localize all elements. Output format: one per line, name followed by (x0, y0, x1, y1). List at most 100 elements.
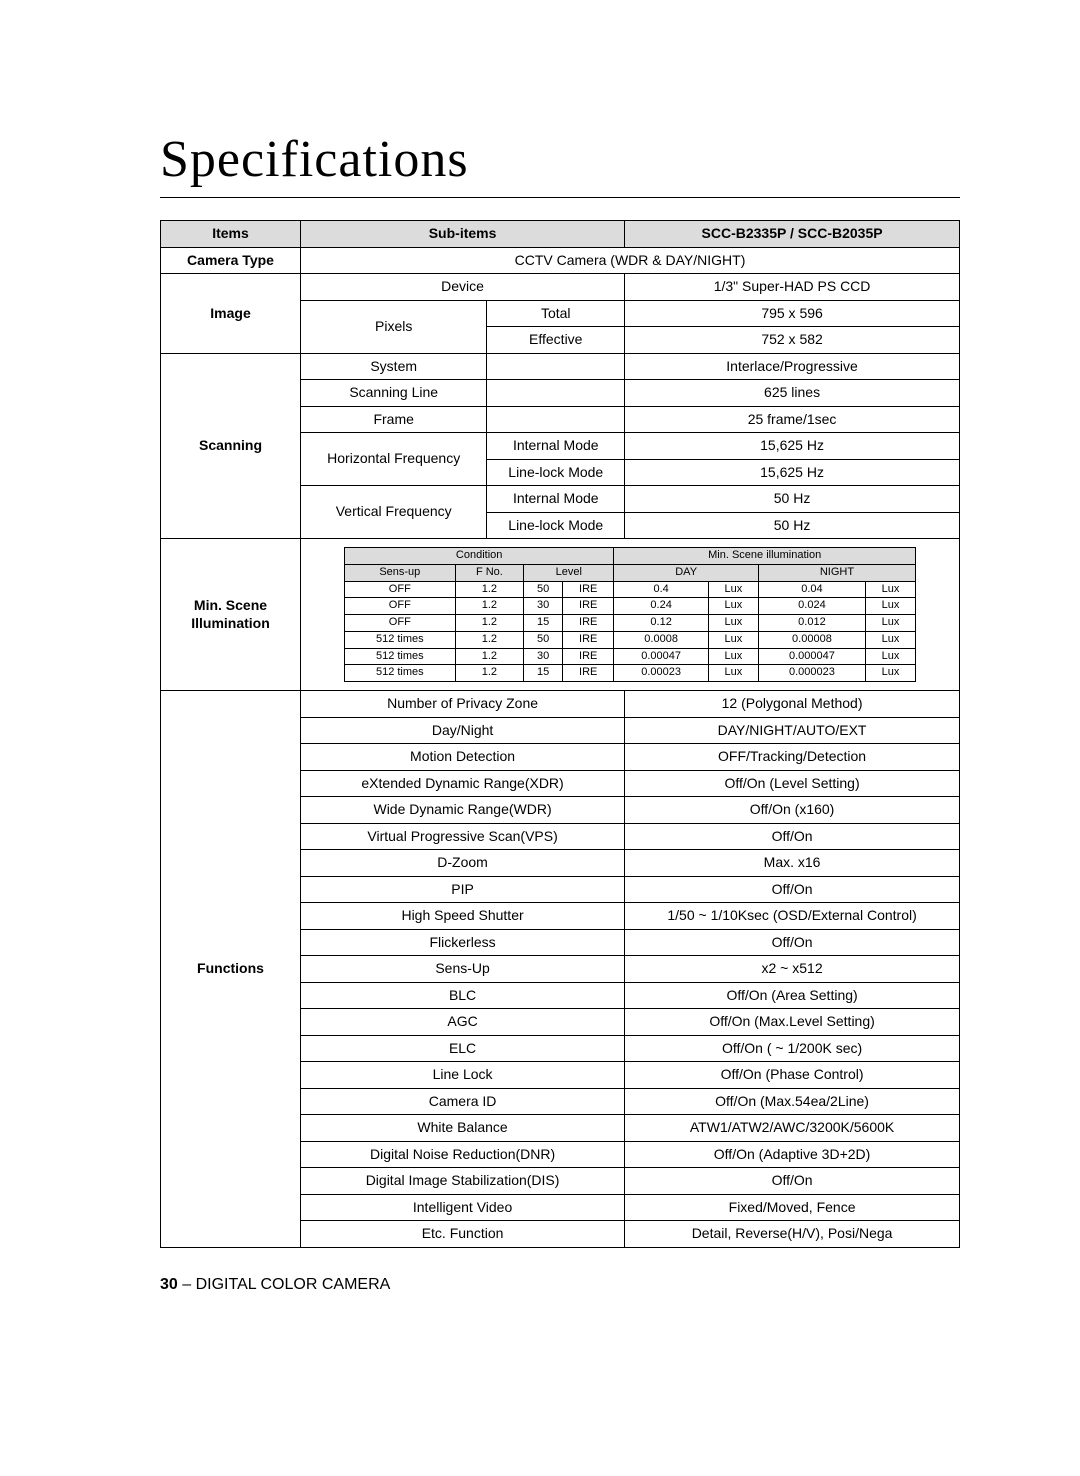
minscene-night-unit: Lux (865, 648, 915, 665)
minscene-night: 0.000047 (758, 648, 865, 665)
image-total-value: 795 x 596 (625, 300, 960, 327)
scan-line-value: 625 lines (625, 380, 960, 407)
scanning-label: Scanning (161, 353, 301, 539)
function-value: Off/On (Max.Level Setting) (625, 1009, 960, 1036)
minscene-h-msi: Min. Scene illumination (614, 548, 916, 565)
function-key: Etc. Function (301, 1221, 625, 1248)
minscene-day: 0.00047 (614, 648, 709, 665)
function-key: Flickerless (301, 929, 625, 956)
minscene-row: 512 times1.230IRE0.00047Lux0.000047Lux (345, 648, 916, 665)
page-title: Specifications (160, 130, 960, 189)
function-row: FunctionsNumber of Privacy Zone12 (Polyg… (161, 691, 960, 718)
camera-type-value: CCTV Camera (WDR & DAY/NIGHT) (301, 247, 960, 274)
minscene-day-unit: Lux (708, 631, 758, 648)
minscene-sensup: OFF (345, 615, 456, 632)
function-key: Intelligent Video (301, 1194, 625, 1221)
scan-hfreq-internal-label: Internal Mode (487, 433, 625, 460)
scan-system-value: Interlace/Progressive (625, 353, 960, 380)
minscene-day-unit: Lux (708, 598, 758, 615)
scan-system-label: System (301, 353, 487, 380)
function-value: Max. x16 (625, 850, 960, 877)
header-items: Items (161, 221, 301, 248)
function-key: Digital Image Stabilization(DIS) (301, 1168, 625, 1195)
minscene-sensup: OFF (345, 581, 456, 598)
minscene-night-unit: Lux (865, 598, 915, 615)
scan-vfreq-linelock-value: 50 Hz (625, 512, 960, 539)
minscene-row: OFF1.215IRE0.12Lux0.012Lux (345, 615, 916, 632)
minscene-label: Min. Scene Illumination (161, 539, 301, 691)
minscene-h-sensup: Sens-up (345, 564, 456, 581)
minscene-day-unit: Lux (708, 615, 758, 632)
minscene-row: 512 times1.215IRE0.00023Lux0.000023Lux (345, 665, 916, 682)
function-value: Off/On (625, 1168, 960, 1195)
minscene-night: 0.000023 (758, 665, 865, 682)
function-value: OFF/Tracking/Detection (625, 744, 960, 771)
footer-page-number: 30 (160, 1276, 178, 1293)
minscene-thead: ConditionMin. Scene illuminationSens-upF… (345, 548, 916, 582)
minscene-row: 512 times1.250IRE0.0008Lux0.00008Lux (345, 631, 916, 648)
function-value: 1/50 ~ 1/10Ksec (OSD/External Control) (625, 903, 960, 930)
function-value: Off/On (625, 876, 960, 903)
minscene-night-unit: Lux (865, 665, 915, 682)
function-value: Off/On (Area Setting) (625, 982, 960, 1009)
scan-system-blank (487, 353, 625, 380)
minscene-day-unit: Lux (708, 581, 758, 598)
scan-vfreq-internal-value: 50 Hz (625, 486, 960, 513)
function-value: 12 (Polygonal Method) (625, 691, 960, 718)
minscene-ire: IRE (563, 631, 614, 648)
minscene-ire: IRE (563, 648, 614, 665)
minscene-night: 0.04 (758, 581, 865, 598)
function-value: Off/On (625, 823, 960, 850)
scan-vfreq-label: Vertical Frequency (301, 486, 487, 539)
minscene-night-unit: Lux (865, 581, 915, 598)
image-label: Image (161, 274, 301, 354)
function-key: D-Zoom (301, 850, 625, 877)
minscene-level: 15 (524, 615, 563, 632)
minscene-ire: IRE (563, 581, 614, 598)
function-key: AGC (301, 1009, 625, 1036)
minscene-ire: IRE (563, 598, 614, 615)
function-key: Motion Detection (301, 744, 625, 771)
minscene-level: 30 (524, 598, 563, 615)
minscene-day: 0.4 (614, 581, 709, 598)
row-camera-type: Camera Type CCTV Camera (WDR & DAY/NIGHT… (161, 247, 960, 274)
minscene-level: 15 (524, 665, 563, 682)
row-min-scene: Min. Scene Illumination ConditionMin. Sc… (161, 539, 960, 691)
minscene-fno: 1.2 (455, 581, 524, 598)
image-total-label: Total (487, 300, 625, 327)
minscene-day: 0.0008 (614, 631, 709, 648)
minscene-fno: 1.2 (455, 598, 524, 615)
function-value: Off/On (Level Setting) (625, 770, 960, 797)
function-key: eXtended Dynamic Range(XDR) (301, 770, 625, 797)
row-image-device: Image Device 1/3" Super-HAD PS CCD (161, 274, 960, 301)
function-value: Off/On (x160) (625, 797, 960, 824)
title-rule (160, 197, 960, 198)
function-key: ELC (301, 1035, 625, 1062)
minscene-h-condition: Condition (345, 548, 614, 565)
scan-vfreq-linelock-label: Line-lock Mode (487, 512, 625, 539)
function-key: High Speed Shutter (301, 903, 625, 930)
camera-type-label: Camera Type (161, 247, 301, 274)
minscene-night-unit: Lux (865, 615, 915, 632)
scan-vfreq-internal-label: Internal Mode (487, 486, 625, 513)
function-key: BLC (301, 982, 625, 1009)
scan-frame-label: Frame (301, 406, 487, 433)
minscene-sensup: 512 times (345, 648, 456, 665)
minscene-level: 50 (524, 631, 563, 648)
minscene-fno: 1.2 (455, 615, 524, 632)
function-key: Virtual Progressive Scan(VPS) (301, 823, 625, 850)
minscene-inner-table: ConditionMin. Scene illuminationSens-upF… (344, 547, 916, 682)
minscene-day: 0.00023 (614, 665, 709, 682)
function-value: DAY/NIGHT/AUTO/EXT (625, 717, 960, 744)
function-value: Fixed/Moved, Fence (625, 1194, 960, 1221)
function-value: Off/On (625, 929, 960, 956)
function-value: Off/On ( ~ 1/200K sec) (625, 1035, 960, 1062)
minscene-night: 0.012 (758, 615, 865, 632)
page-footer: 30 – DIGITAL COLOR CAMERA (160, 1276, 960, 1294)
header-subitems: Sub-items (301, 221, 625, 248)
minscene-day-unit: Lux (708, 665, 758, 682)
minscene-level: 50 (524, 581, 563, 598)
function-key: Day/Night (301, 717, 625, 744)
function-key: Sens-Up (301, 956, 625, 983)
minscene-h-day: DAY (614, 564, 759, 581)
